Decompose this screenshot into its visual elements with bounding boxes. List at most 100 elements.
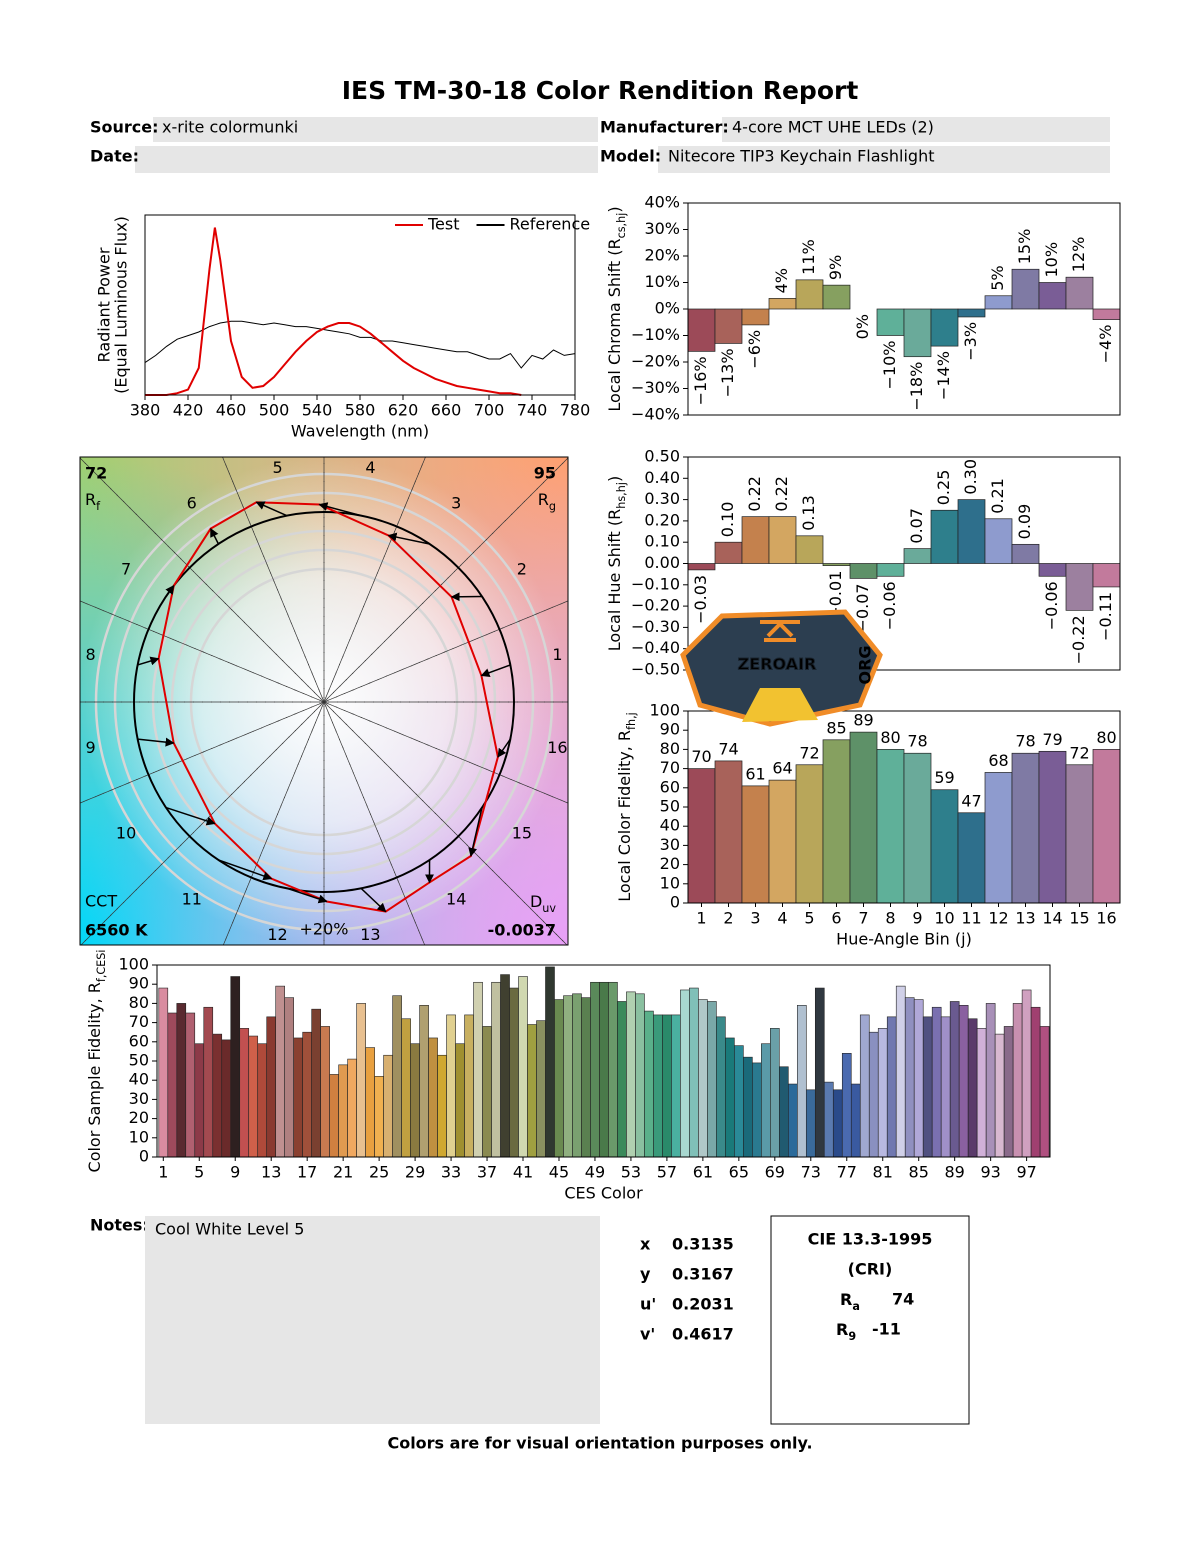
bar: [904, 997, 915, 1158]
bar: [689, 987, 699, 1158]
x-tick-label: 1: [696, 909, 706, 928]
value-label: −18%: [907, 362, 926, 411]
value-label: 78: [907, 732, 927, 751]
bar: [374, 1076, 384, 1158]
bar: [311, 1008, 321, 1158]
spectrum-line: [144, 320, 576, 369]
bar: [608, 981, 618, 1158]
y-tick-label: 0.20: [644, 510, 680, 529]
chromaticity-label: y: [640, 1265, 651, 1284]
bar: [410, 1043, 420, 1158]
y-tick-label: 40%: [644, 193, 680, 212]
field-box: [722, 117, 1110, 142]
x-tick-label: 6: [831, 909, 841, 928]
y-tick-label: −0.50: [631, 660, 680, 679]
duv-label-part: D: [530, 892, 542, 911]
bar: [876, 308, 905, 336]
y-tick-label: 40: [129, 1070, 149, 1089]
plot-frame: [687, 710, 1121, 904]
bar: [1065, 764, 1094, 904]
value-label: 0.13: [799, 495, 818, 531]
bar: [913, 999, 924, 1158]
plot-frame: [156, 964, 1051, 1158]
bar: [976, 1028, 987, 1158]
value-label: −10%: [880, 341, 899, 390]
bar: [320, 1026, 330, 1158]
y-tick-label: 40: [660, 816, 680, 835]
y-tick-label: 20%: [644, 246, 680, 265]
bar: [275, 985, 285, 1158]
y-tick-label: 100: [118, 955, 149, 974]
shift-arrow: [286, 887, 328, 904]
bar: [796, 1005, 807, 1158]
y-tick-label: 0: [139, 1147, 149, 1166]
y-axis-label: Local Color Fidelity, Rfh,j: [615, 712, 638, 902]
bar: [473, 981, 483, 1158]
cct-value: 6560 K: [85, 921, 148, 940]
plot-frame: [687, 456, 1121, 671]
bar: [1038, 282, 1067, 310]
x-tick-label: 12: [988, 909, 1008, 928]
y-axis-label-part: fh,j: [625, 712, 638, 730]
field-label: Source:: [90, 118, 159, 137]
bar: [984, 518, 1013, 564]
y-tick-label: 80: [660, 739, 680, 758]
bar: [437, 1054, 447, 1158]
shift-arrow: [255, 501, 288, 517]
bar: [563, 995, 573, 1158]
bar: [383, 1054, 393, 1158]
cri-box: [770, 1215, 970, 1425]
y-tick-label: −10%: [631, 325, 680, 344]
y-tick-label: 30%: [644, 219, 680, 238]
value-label: 72: [799, 743, 819, 762]
x-tick-label: 380: [130, 401, 161, 420]
bar: [1012, 1003, 1023, 1158]
bar: [248, 1035, 259, 1158]
chromaticity-label: v': [640, 1325, 655, 1344]
bar: [266, 1016, 277, 1158]
bar: [868, 1031, 879, 1158]
field-box: [658, 146, 1110, 173]
bar: [741, 308, 770, 326]
x-tick-label: 460: [216, 401, 247, 420]
value-label: −0.03: [691, 575, 710, 624]
bar: [518, 976, 528, 1158]
bar: [590, 981, 600, 1158]
field-value: x-rite colormunki: [162, 118, 298, 137]
cri-title: CIE 13.3-1995: [808, 1230, 933, 1249]
value-label: −4%: [1096, 325, 1115, 364]
x-tick-label: 740: [517, 401, 548, 420]
bin-label: 11: [182, 889, 202, 908]
bar: [212, 1033, 223, 1158]
value-label: 15%: [1015, 229, 1034, 265]
x-tick-label: 420: [173, 401, 204, 420]
field-value: 4-core MCT UHE LEDs (2): [732, 118, 934, 137]
x-tick-label: 620: [388, 401, 419, 420]
chromaticity-label: u': [640, 1295, 656, 1314]
bar: [1038, 750, 1067, 904]
y-tick-label: 60: [129, 1031, 149, 1050]
x-tick-label: 81: [873, 1163, 893, 1182]
bar: [1039, 1026, 1050, 1158]
field-box: [135, 146, 598, 173]
y-tick-label: 70: [129, 1012, 149, 1031]
bar: [788, 1083, 798, 1158]
plot-frame: [687, 202, 1121, 416]
duv-value: -0.0037: [488, 921, 556, 940]
bin-label: 2: [517, 559, 527, 578]
x-tick-label: 660: [431, 401, 462, 420]
y-tick-label: 50: [660, 797, 680, 816]
bar: [734, 1045, 744, 1158]
bar: [849, 563, 878, 579]
vector-graphic: [80, 457, 568, 945]
bar: [446, 1014, 456, 1158]
value-label: 72: [1069, 743, 1089, 762]
y-tick-label: 0.00: [644, 553, 680, 572]
bar: [185, 1012, 196, 1158]
x-tick-label: 73: [801, 1163, 821, 1182]
y-axis-label-part: Local Chroma Shift (R: [605, 238, 624, 411]
x-tick-label: 700: [474, 401, 505, 420]
chromaticity-value: 0.2031: [672, 1295, 734, 1314]
logo-text: ZEROAIR: [738, 655, 817, 674]
bar: [823, 1081, 834, 1158]
